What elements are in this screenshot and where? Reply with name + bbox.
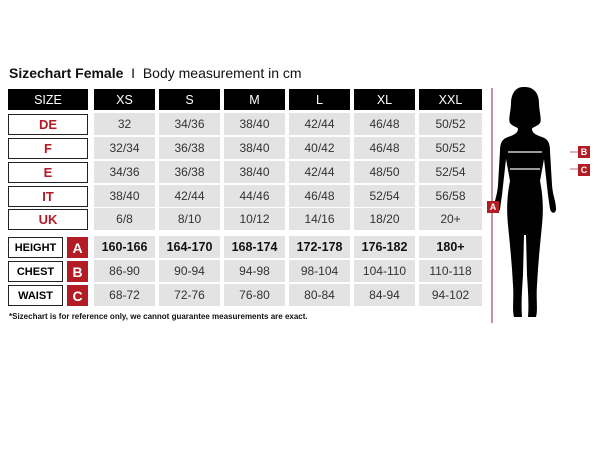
page-title: Sizechart Female I Body measurement in c… — [9, 65, 302, 81]
table-cell: 72-76 — [159, 284, 220, 306]
table-cell: 36/38 — [159, 161, 220, 183]
table-cell: 46/48 — [354, 137, 415, 159]
table-cell: 104-110 — [354, 260, 415, 282]
table-cell: 38/40 — [94, 185, 155, 207]
table-cell: 40/42 — [289, 137, 350, 159]
table-cell: 50/52 — [419, 113, 482, 135]
table-cell: 94-98 — [224, 260, 285, 282]
measurement-label-waist: WAIST — [8, 285, 63, 306]
table-cell: 10/12 — [224, 208, 285, 230]
table-cell: 34/36 — [94, 161, 155, 183]
table-cell: 90-94 — [159, 260, 220, 282]
table-cell: 94-102 — [419, 284, 482, 306]
table-cell: 48/50 — [354, 161, 415, 183]
waist-marker: C — [578, 164, 590, 176]
table-cell: 32/34 — [94, 137, 155, 159]
table-cell: 42/44 — [289, 113, 350, 135]
footnote: *Sizechart is for reference only, we can… — [9, 312, 308, 321]
measurement-label-height: HEIGHT — [8, 237, 63, 258]
measurement-label-chest: CHEST — [8, 261, 63, 282]
size-header-s: S — [159, 89, 220, 110]
table-cell: 46/48 — [354, 113, 415, 135]
table-cell: 50/52 — [419, 137, 482, 159]
system-label-it: IT — [8, 186, 88, 207]
table-cell: 110-118 — [419, 260, 482, 282]
measurement-letter-a: A — [67, 237, 88, 258]
table-cell: 34/36 — [159, 113, 220, 135]
table-cell: 86-90 — [94, 260, 155, 282]
system-label-de: DE — [8, 114, 88, 135]
table-cell: 164-170 — [159, 236, 220, 258]
table-cell: 44/46 — [224, 185, 285, 207]
table-cell: 98-104 — [289, 260, 350, 282]
size-header-xl: XL — [354, 89, 415, 110]
table-cell: 160-166 — [94, 236, 155, 258]
chest-marker: B — [578, 146, 590, 158]
system-label-f: F — [8, 138, 88, 159]
size-header-xs: XS — [94, 89, 155, 110]
table-cell: 38/40 — [224, 161, 285, 183]
measurement-letter-c: C — [67, 285, 88, 306]
table-cell: 38/40 — [224, 113, 285, 135]
system-label-uk: UK — [8, 209, 88, 230]
table-cell: 84-94 — [354, 284, 415, 306]
table-cell: 18/20 — [354, 208, 415, 230]
table-cell: 180+ — [419, 236, 482, 258]
table-cell: 38/40 — [224, 137, 285, 159]
size-header: SIZE — [8, 89, 88, 110]
table-cell: 56/58 — [419, 185, 482, 207]
table-cell: 172-178 — [289, 236, 350, 258]
table-cell: 42/44 — [159, 185, 220, 207]
table-cell: 76-80 — [224, 284, 285, 306]
woman-silhouette-icon — [494, 87, 556, 317]
table-cell: 42/44 — [289, 161, 350, 183]
table-cell: 176-182 — [354, 236, 415, 258]
table-cell: 36/38 — [159, 137, 220, 159]
table-cell: 32 — [94, 113, 155, 135]
size-header-l: L — [289, 89, 350, 110]
table-cell: 168-174 — [224, 236, 285, 258]
size-header-m: M — [224, 89, 285, 110]
table-cell: 52/54 — [419, 161, 482, 183]
measurement-letter-b: B — [67, 261, 88, 282]
table-cell: 6/8 — [94, 208, 155, 230]
height-marker: A — [487, 201, 499, 213]
size-header-xxl: XXL — [419, 89, 482, 110]
table-cell: 8/10 — [159, 208, 220, 230]
table-cell: 68-72 — [94, 284, 155, 306]
table-cell: 20+ — [419, 208, 482, 230]
table-cell: 52/54 — [354, 185, 415, 207]
table-cell: 46/48 — [289, 185, 350, 207]
table-cell: 80-84 — [289, 284, 350, 306]
table-cell: 14/16 — [289, 208, 350, 230]
system-label-e: E — [8, 162, 88, 183]
